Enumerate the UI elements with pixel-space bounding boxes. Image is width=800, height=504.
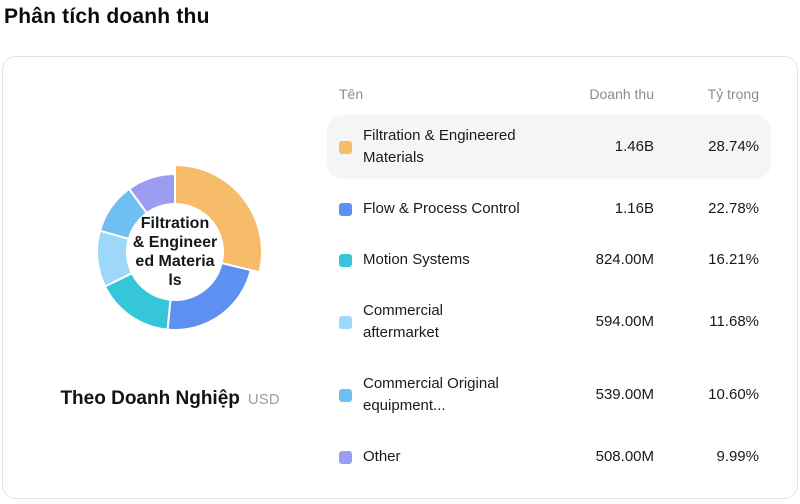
series-revenue-value: 1.16B xyxy=(614,200,654,217)
series-name-cell: Motion Systems xyxy=(339,249,539,271)
chart-caption-unit: USD xyxy=(247,391,280,408)
donut-slice-6[interactable] xyxy=(128,173,176,215)
chart-caption: Theo Doanh Nghiệp USD xyxy=(3,388,325,410)
series-name: Commercial Original equipment... xyxy=(363,375,499,414)
donut-chart-panel: Filtration & Engineer ed Materia ls Theo… xyxy=(3,57,325,498)
table-header-weight: Tỷ trọng xyxy=(707,86,759,102)
series-weight-percent: 11.68% xyxy=(709,313,759,330)
series-table: Tên Doanh thu Tỷ trọng Filtration & Engi… xyxy=(325,57,797,498)
table-header-row: Tên Doanh thu Tỷ trọng xyxy=(327,81,771,107)
series-name: Other xyxy=(363,448,401,465)
series-weight-percent: 28.74% xyxy=(708,138,759,155)
table-row[interactable]: Commercial aftermarket 594.00M 11.68% xyxy=(327,290,771,354)
series-color-swatch-icon xyxy=(339,202,352,216)
revenue-analysis-card: Filtration & Engineer ed Materia ls Theo… xyxy=(2,56,798,499)
series-revenue-value: 539.00M xyxy=(595,386,654,403)
series-weight-percent: 22.78% xyxy=(708,200,759,217)
series-name-cell: Flow & Process Control xyxy=(339,198,539,220)
table-row[interactable]: Filtration & Engineered Materials 1.46B 28… xyxy=(327,115,771,179)
donut-chart: Filtration & Engineer ed Materia ls xyxy=(75,152,275,352)
table-row[interactable]: Commercial Original equipment... 539.00M 1… xyxy=(327,363,771,427)
series-revenue-value: 508.00M xyxy=(595,448,654,465)
series-name-cell: Commercial Original equipment... xyxy=(339,373,539,417)
page-title: Phân tích doanh thu xyxy=(4,5,210,28)
series-color-swatch-icon xyxy=(339,140,352,154)
table-header-revenue: Doanh thu xyxy=(589,86,654,102)
donut-slice-2[interactable] xyxy=(166,262,252,331)
table-body: Filtration & Engineered Materials 1.46B 28… xyxy=(327,115,771,478)
chart-caption-text: Theo Doanh Nghiệp xyxy=(60,388,240,409)
series-revenue-value: 594.00M xyxy=(595,313,654,330)
series-name-cell: Filtration & Engineered Materials xyxy=(339,125,539,169)
series-color-swatch-icon xyxy=(339,315,352,329)
series-name: Commercial aftermarket xyxy=(363,302,444,341)
series-revenue-value: 1.46B xyxy=(614,138,654,155)
series-color-swatch-icon xyxy=(339,253,352,267)
series-revenue-value: 824.00M xyxy=(595,251,654,268)
series-weight-percent: 16.21% xyxy=(708,251,759,268)
series-name-cell: Commercial aftermarket xyxy=(339,300,539,344)
series-color-swatch-icon xyxy=(339,450,352,464)
series-name-cell: Other xyxy=(339,446,539,468)
series-name: Filtration & Engineered Materials xyxy=(363,127,516,166)
table-header-name: Tên xyxy=(339,86,364,102)
series-name: Motion Systems xyxy=(363,251,470,268)
table-row[interactable]: Motion Systems 824.00M 16.21% xyxy=(327,239,771,281)
table-row[interactable]: Flow & Process Control 1.16B 22.78% xyxy=(327,188,771,230)
donut-slice-1[interactable] xyxy=(174,164,263,274)
table-row[interactable]: Other 508.00M 9.99% xyxy=(327,436,771,478)
series-name: Flow & Process Control xyxy=(363,200,520,217)
series-color-swatch-icon xyxy=(339,388,352,402)
series-weight-percent: 9.99% xyxy=(716,448,759,465)
series-weight-percent: 10.60% xyxy=(708,386,759,403)
